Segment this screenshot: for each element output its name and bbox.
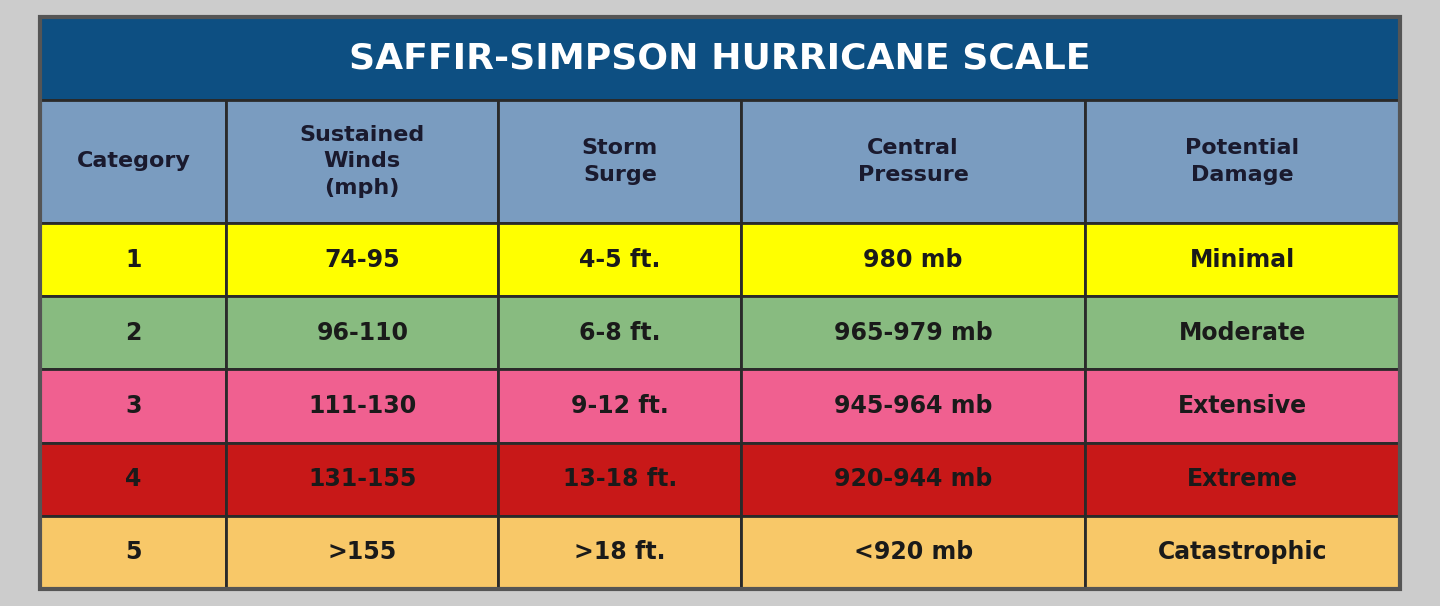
Text: 74-95: 74-95 — [324, 247, 400, 271]
Text: 920-944 mb: 920-944 mb — [834, 467, 992, 491]
Bar — [226, 100, 498, 223]
Text: Category: Category — [76, 152, 190, 171]
Bar — [498, 100, 742, 223]
Text: Extreme: Extreme — [1187, 467, 1297, 491]
Bar — [1084, 223, 1400, 296]
Text: <920 mb: <920 mb — [854, 541, 973, 564]
Bar — [40, 296, 226, 370]
Bar — [40, 17, 1400, 100]
Text: 1: 1 — [125, 247, 141, 271]
Text: 13-18 ft.: 13-18 ft. — [563, 467, 677, 491]
Text: Extensive: Extensive — [1178, 394, 1308, 418]
Bar — [1084, 296, 1400, 370]
Bar — [226, 370, 498, 442]
Text: Sustained
Winds
(mph): Sustained Winds (mph) — [300, 125, 425, 198]
Text: Catastrophic: Catastrophic — [1158, 541, 1328, 564]
Bar — [40, 516, 226, 589]
Text: 980 mb: 980 mb — [864, 247, 963, 271]
Text: 2: 2 — [125, 321, 141, 345]
Bar — [40, 370, 226, 442]
Bar — [498, 223, 742, 296]
Bar — [1084, 370, 1400, 442]
Bar — [742, 296, 1084, 370]
Text: SAFFIR-SIMPSON HURRICANE SCALE: SAFFIR-SIMPSON HURRICANE SCALE — [350, 41, 1090, 75]
Bar — [742, 442, 1084, 516]
Text: Moderate: Moderate — [1179, 321, 1306, 345]
Bar — [1084, 516, 1400, 589]
Text: Storm
Surge: Storm Surge — [582, 138, 658, 185]
Bar — [498, 442, 742, 516]
Bar — [226, 516, 498, 589]
Bar — [742, 100, 1084, 223]
Text: 111-130: 111-130 — [308, 394, 416, 418]
Text: 965-979 mb: 965-979 mb — [834, 321, 992, 345]
Bar — [40, 442, 226, 516]
Text: 9-12 ft.: 9-12 ft. — [572, 394, 668, 418]
Bar — [226, 442, 498, 516]
Text: Central
Pressure: Central Pressure — [858, 138, 969, 185]
Text: Minimal: Minimal — [1189, 247, 1295, 271]
Bar — [1084, 100, 1400, 223]
Bar — [742, 370, 1084, 442]
Text: 6-8 ft.: 6-8 ft. — [579, 321, 661, 345]
Text: >155: >155 — [328, 541, 397, 564]
Text: 131-155: 131-155 — [308, 467, 416, 491]
Text: 5: 5 — [125, 541, 141, 564]
Text: 945-964 mb: 945-964 mb — [834, 394, 992, 418]
Bar — [742, 516, 1084, 589]
Text: 4: 4 — [125, 467, 141, 491]
Text: Potential
Damage: Potential Damage — [1185, 138, 1299, 185]
Bar — [40, 223, 226, 296]
Bar — [226, 223, 498, 296]
Bar — [1084, 442, 1400, 516]
Bar — [498, 370, 742, 442]
Text: >18 ft.: >18 ft. — [575, 541, 665, 564]
Text: 96-110: 96-110 — [317, 321, 409, 345]
Bar — [40, 100, 226, 223]
Text: 3: 3 — [125, 394, 141, 418]
Bar — [226, 296, 498, 370]
Bar — [498, 516, 742, 589]
Bar — [498, 296, 742, 370]
Text: 4-5 ft.: 4-5 ft. — [579, 247, 661, 271]
Bar — [742, 223, 1084, 296]
